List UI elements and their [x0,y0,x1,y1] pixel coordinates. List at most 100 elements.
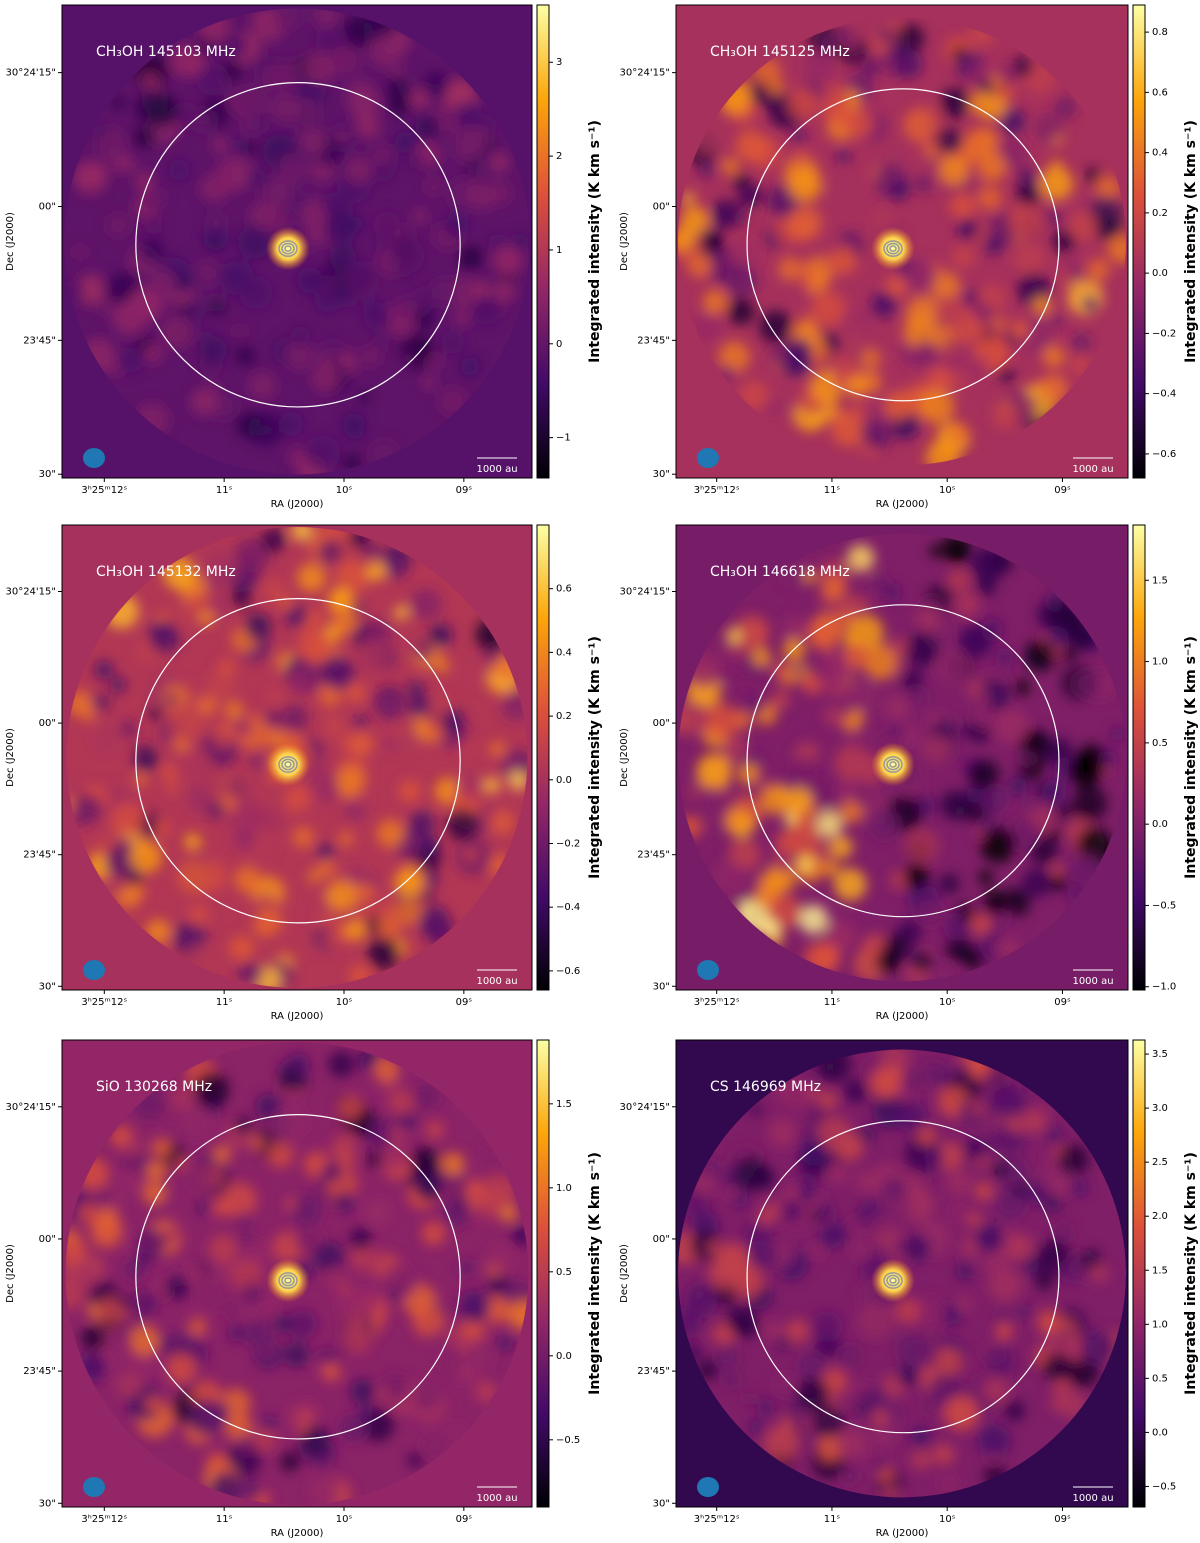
noise-blob [248,751,266,770]
noise-blob [958,624,992,659]
noise-blob [281,704,309,732]
panel: 1000 au CH₃OH 145132 MHz 3ʰ25ᵐ12ˢ 11ˢ 10ˢ 09ˢ… [5,524,603,1022]
contour [883,1272,903,1289]
noise-blob [749,1420,764,1435]
noise-blob [256,908,284,935]
noise-blob [65,1237,88,1263]
noise-blob [208,1400,230,1422]
noise-blob [762,1320,783,1341]
noise-blob [781,1200,802,1221]
noise-blob [378,1141,410,1172]
noise-blob [1100,750,1117,767]
noise-blob [789,756,823,790]
noise-blob [1057,1144,1089,1176]
noise-blob [844,679,878,713]
noise-blob [1033,113,1064,144]
scale-bar-label: 1000 au [1072,1493,1113,1504]
noise-blob [890,1065,905,1080]
noise-blob [142,343,164,364]
noise-blob [394,131,417,154]
noise-blob [901,668,923,691]
noise-blob [383,898,400,914]
noise-blob [394,728,419,753]
noise-blob [810,290,846,327]
x-tick-label: 3ʰ25ᵐ12ˢ [694,485,740,496]
noise-blob [1004,1400,1026,1422]
noise-blob [184,833,202,851]
noise-blob [310,770,343,804]
noise-blob [935,1347,963,1375]
noise-blob [903,863,930,890]
noise-blob [985,1253,1007,1275]
noise-blob [376,819,405,848]
noise-blob [349,731,374,756]
noise-blob [742,1392,755,1405]
noise-blob [1024,640,1056,672]
noise-blob [194,1071,230,1108]
noise-blob [441,330,465,354]
noise-blob [151,1138,172,1158]
noise-blob [385,76,410,101]
contour [889,245,897,252]
noise-blob [423,872,439,887]
noise-blob [892,662,907,677]
x-tick-label: 3ʰ25ᵐ12ˢ [81,485,127,496]
noise-blob [1077,826,1112,862]
noise-blob [902,1073,920,1091]
noise-blob [508,770,528,791]
noise-blob [782,562,807,587]
noise-blob [725,265,758,298]
colorbar-tick-label: 0.0 [1152,819,1168,830]
noise-blob [231,588,251,608]
noise-blob [363,298,377,312]
noise-blob [335,560,369,594]
noise-blob [811,1405,845,1439]
noise-blob [763,1426,799,1462]
noise-blob [974,1181,994,1202]
primary-beam [746,604,1060,918]
noise-blob [747,659,774,686]
noise-blob [822,859,840,877]
noise-blob [174,1156,187,1170]
panel: 1000 au CH₃OH 145103 MHz 3ʰ25ᵐ12ˢ 11ˢ 10ˢ 09ˢ… [5,4,603,510]
noise-blob [859,1126,875,1143]
noise-blob [316,843,335,862]
colorbar-tick-label: 0.4 [1152,148,1168,159]
noise-blob [471,160,499,188]
noise-blob [750,1103,763,1117]
noise-blob [421,1434,447,1459]
noise-blob [961,722,977,738]
noise-blob [162,556,196,590]
noise-blob [228,800,265,837]
noise-blob [179,303,192,316]
noise-blob [923,734,953,763]
noise-blob [1110,727,1126,742]
noise-blob [727,297,755,325]
noise-blob [1039,374,1069,404]
y-tick-label: 30°24'15" [5,586,56,597]
noise-blob [175,1132,189,1146]
noise-blob [252,1427,277,1452]
noise-blob [422,376,436,390]
noise-blob [971,705,996,730]
noise-blob [454,310,470,326]
noise-blob [342,260,377,296]
noise-blob [1034,1271,1054,1290]
noise-blob [710,199,741,230]
noise-blob [357,1404,374,1420]
noise-blob [1033,296,1051,315]
noise-blob [837,26,852,42]
noise-blob [420,888,434,902]
noise-blob [773,1373,797,1396]
noise-blob [413,209,427,223]
beam [697,448,719,468]
colorbar-tick-label: 0.4 [556,647,572,658]
x-tick-label: 11ˢ [824,1514,841,1525]
noise-blob [1008,1118,1023,1133]
noise-blob [883,390,914,421]
noise-blob [496,1334,514,1352]
y-axis-label: Dec (J2000) [619,728,630,787]
noise-blob [487,1273,510,1296]
noise-blob [212,1145,231,1164]
